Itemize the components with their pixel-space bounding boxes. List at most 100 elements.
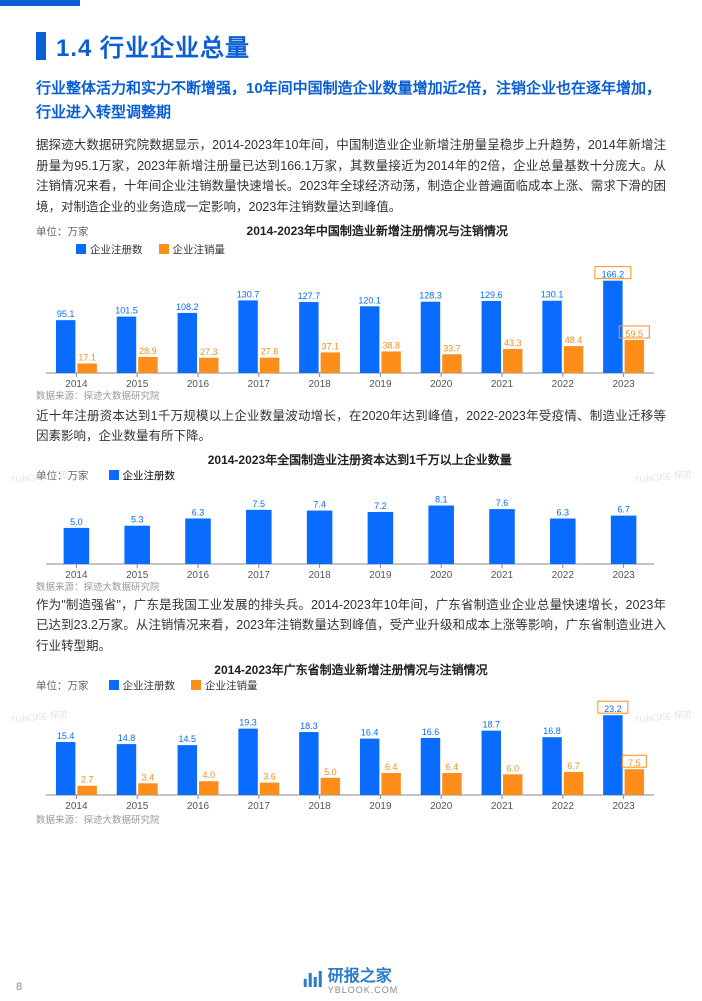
- svg-text:2022: 2022: [552, 570, 575, 578]
- svg-text:2023: 2023: [612, 379, 635, 387]
- svg-text:2015: 2015: [126, 801, 149, 811]
- svg-text:2019: 2019: [369, 570, 392, 578]
- svg-text:14.8: 14.8: [118, 733, 136, 743]
- svg-text:127.7: 127.7: [298, 291, 321, 301]
- svg-text:2020: 2020: [430, 379, 453, 387]
- svg-text:2017: 2017: [248, 379, 271, 387]
- section-number: 1.4: [56, 35, 92, 62]
- svg-text:3.4: 3.4: [142, 772, 155, 782]
- svg-text:23.2: 23.2: [604, 704, 622, 714]
- svg-text:2015: 2015: [126, 379, 149, 387]
- svg-text:6.3: 6.3: [192, 507, 205, 517]
- svg-text:28.9: 28.9: [139, 345, 157, 355]
- svg-text:14.5: 14.5: [179, 734, 197, 744]
- subheading: 行业整体活力和实力不断增强，10年间中国制造企业数量增加近2倍，注销企业也在逐年…: [36, 77, 666, 125]
- chart3-svg: 2014201520162017201820192020202120222023…: [36, 693, 664, 811]
- svg-text:120.1: 120.1: [358, 295, 381, 305]
- svg-text:130.1: 130.1: [541, 289, 564, 299]
- chart3-title: 2014-2023年广东省制造业新增注册情况与注销情况: [36, 661, 666, 678]
- swatch-orange: [159, 244, 169, 254]
- svg-text:6.7: 6.7: [567, 761, 580, 771]
- svg-text:6.0: 6.0: [506, 763, 519, 773]
- section-heading-row: 1.4 行业企业总量: [36, 28, 666, 63]
- chart1-svg: 2014201520162017201820192020202120222023…: [36, 257, 664, 387]
- chart2-unit: 单位：万家: [36, 468, 89, 483]
- svg-text:2020: 2020: [430, 570, 453, 578]
- svg-text:2022: 2022: [552, 801, 575, 811]
- svg-text:2021: 2021: [491, 570, 514, 578]
- svg-text:2018: 2018: [308, 801, 331, 811]
- svg-text:6.4: 6.4: [446, 762, 459, 772]
- svg-text:16.8: 16.8: [543, 726, 561, 736]
- paragraph-2: 近十年注册资本达到1千万规模以上企业数量波动增长，在2020年达到峰值，2022…: [36, 406, 666, 447]
- page-content: 1.4 行业企业总量 行业整体活力和实力不断增强，10年间中国制造企业数量增加近…: [0, 6, 702, 826]
- svg-text:2018: 2018: [308, 570, 331, 578]
- svg-text:7.5: 7.5: [628, 758, 641, 768]
- svg-text:8.1: 8.1: [435, 494, 448, 504]
- heading-accent: [36, 32, 46, 60]
- svg-text:6.7: 6.7: [617, 504, 630, 514]
- svg-text:128.3: 128.3: [419, 290, 442, 300]
- chart2-svg: 2014201520162017201820192020202120222023…: [36, 483, 664, 578]
- brand-logo-icon: [304, 971, 322, 987]
- svg-text:33.7: 33.7: [443, 343, 461, 353]
- legend-reg: 企业注册数: [76, 242, 143, 257]
- chart2-block: pad 2014-2023年全国制造业注册资本达到1千万以上企业数量 单位：万家…: [36, 453, 666, 593]
- chart3-source: 数据来源：探迹大数据研究院: [36, 812, 666, 826]
- svg-text:101.5: 101.5: [115, 305, 138, 315]
- svg-text:43.3: 43.3: [504, 337, 522, 347]
- chart1-title: 2014-2023年中国制造业新增注册情况与注销情况: [89, 222, 667, 239]
- svg-text:6.3: 6.3: [557, 507, 570, 517]
- svg-text:129.6: 129.6: [480, 290, 503, 300]
- svg-text:7.5: 7.5: [253, 499, 266, 509]
- svg-text:95.1: 95.1: [57, 309, 75, 319]
- brand-sub: YBLOOK.COM: [328, 985, 399, 995]
- svg-text:2016: 2016: [187, 379, 210, 387]
- svg-text:2020: 2020: [430, 801, 453, 811]
- svg-text:2014: 2014: [65, 379, 88, 387]
- chart2-source: 数据来源：探迹大数据研究院: [36, 579, 666, 593]
- svg-text:6.4: 6.4: [385, 762, 398, 772]
- paragraph-1: 据探迹大数据研究院数据显示，2014-2023年10年间，中国制造业企业新增注册…: [36, 135, 666, 218]
- swatch-blue-2: [109, 470, 119, 480]
- swatch-blue: [76, 244, 86, 254]
- svg-text:16.6: 16.6: [422, 727, 440, 737]
- svg-text:2014: 2014: [65, 570, 88, 578]
- svg-text:4.0: 4.0: [202, 770, 215, 780]
- svg-text:27.6: 27.6: [261, 346, 279, 356]
- chart2-title: 2014-2023年全国制造业注册资本达到1千万以上企业数量: [54, 451, 666, 468]
- svg-text:2021: 2021: [491, 379, 514, 387]
- paragraph-3: 作为"制造强省"，广东是我国工业发展的排头兵。2014-2023年10年间，广东…: [36, 595, 666, 657]
- svg-text:5.3: 5.3: [131, 514, 144, 524]
- svg-text:2021: 2021: [491, 801, 514, 811]
- chart1-unit: 单位：万家: [36, 224, 89, 239]
- brand-name: 研报之家: [328, 962, 399, 986]
- footer-brand: 研报之家 YBLOOK.COM: [304, 962, 399, 995]
- svg-text:18.7: 18.7: [483, 719, 501, 729]
- svg-text:2016: 2016: [187, 570, 210, 578]
- svg-text:7.4: 7.4: [313, 499, 326, 509]
- svg-text:15.4: 15.4: [57, 731, 75, 741]
- svg-text:2023: 2023: [612, 570, 635, 578]
- svg-text:7.6: 7.6: [496, 498, 509, 508]
- svg-text:166.2: 166.2: [602, 269, 625, 279]
- chart3-legend: 企业注册数 企业注销量: [109, 678, 258, 693]
- legend-reg-3: 企业注册数: [109, 678, 176, 693]
- svg-text:2022: 2022: [552, 379, 575, 387]
- svg-text:2014: 2014: [65, 801, 88, 811]
- svg-text:3.6: 3.6: [263, 771, 276, 781]
- svg-text:38.8: 38.8: [382, 340, 400, 350]
- svg-text:108.2: 108.2: [176, 301, 199, 311]
- svg-text:5.0: 5.0: [324, 766, 337, 776]
- svg-text:7.2: 7.2: [374, 501, 387, 511]
- svg-text:18.3: 18.3: [300, 721, 318, 731]
- section-heading: 1.4 行业企业总量: [56, 28, 250, 63]
- legend-cancel-3: 企业注销量: [191, 678, 258, 693]
- chart3-block: 2014-2023年广东省制造业新增注册情况与注销情况 单位：万家 企业注册数 …: [36, 661, 666, 826]
- svg-text:5.0: 5.0: [70, 517, 83, 527]
- chart1-source: 数据来源：探迹大数据研究院: [36, 388, 666, 402]
- svg-text:16.4: 16.4: [361, 727, 379, 737]
- svg-text:130.7: 130.7: [237, 289, 260, 299]
- svg-text:17.1: 17.1: [78, 352, 96, 362]
- svg-text:2018: 2018: [308, 379, 331, 387]
